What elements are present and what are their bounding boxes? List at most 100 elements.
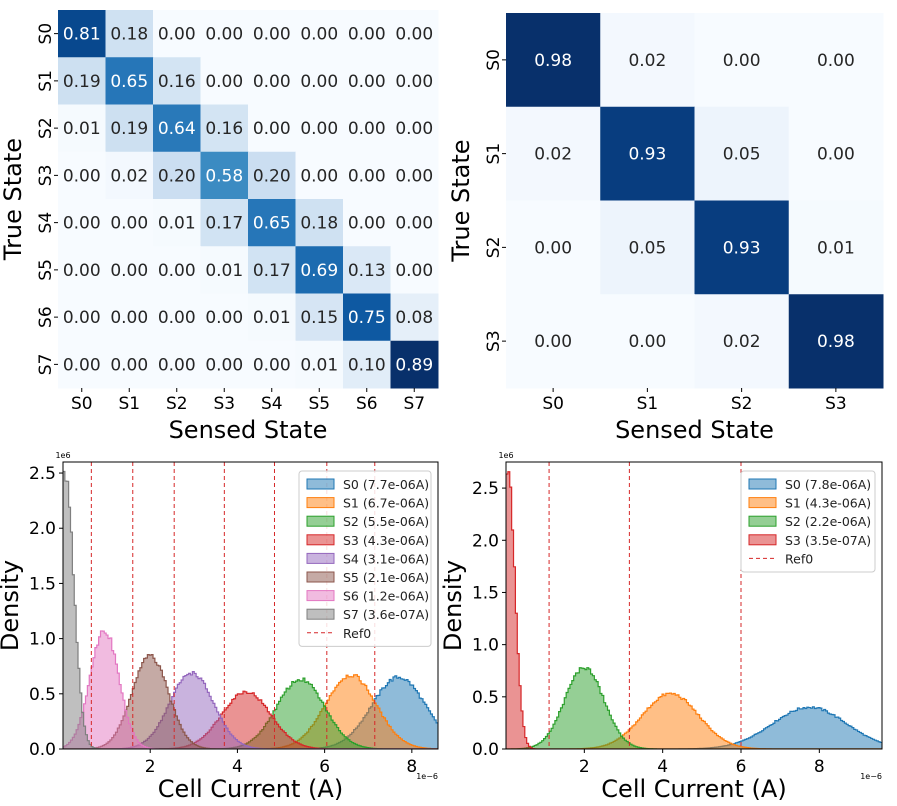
y-axis-label: True State — [0, 138, 27, 261]
legend-label: S5 (2.1e-06A) — [343, 570, 429, 585]
cell-value-label: 0.00 — [158, 308, 196, 328]
heatmap-cell — [58, 10, 106, 58]
cell-value-label: 0.20 — [158, 166, 196, 186]
cell-value-label: 0.18 — [300, 214, 338, 234]
heatmap-chart-1: 0.98 0.02 0.00 0.00 0.02 0.93 0.05 0.00 0.00 0.05… — [447, 13, 884, 444]
y-tick-label: 0.5 — [472, 688, 499, 708]
y-tick-label: S2 — [484, 237, 504, 259]
y-tick-label: 2.5 — [472, 479, 499, 499]
y-tick-label: S3 — [484, 330, 504, 352]
cell-value-label: 0.02 — [628, 51, 666, 71]
cell-value-label: 0.00 — [395, 119, 433, 139]
legend-swatch — [748, 497, 777, 509]
legend-swatch — [306, 590, 335, 602]
histogram-series-fill — [506, 693, 882, 749]
heatmap-cell — [295, 10, 344, 58]
cell-value-label: 0.02 — [534, 145, 572, 165]
cell-value-label: 0.00 — [253, 72, 291, 92]
cell-value-label: 0.17 — [253, 261, 291, 281]
y-offset-label: 1e6 — [498, 451, 513, 460]
heatmap-cell — [390, 246, 439, 294]
heatmap-cell — [343, 199, 391, 247]
cell-value-label: 0.00 — [300, 72, 338, 92]
y-tick-label: S5 — [36, 259, 56, 281]
x-tick-label: S2 — [166, 394, 188, 414]
heatmap-cell — [153, 340, 201, 389]
heatmap-cell — [343, 57, 391, 105]
cell-value-label: 0.20 — [253, 166, 291, 186]
cell-value-label: 0.00 — [817, 145, 855, 165]
cell-value-label: 0.98 — [817, 332, 855, 352]
heatmap-cell — [153, 293, 201, 342]
heatmap-cell — [788, 106, 884, 201]
cell-value-label: 0.98 — [534, 51, 572, 71]
heatmap-cell — [788, 294, 884, 389]
heatmap-cell — [506, 200, 601, 295]
y-tick-label: 0.5 — [29, 685, 56, 705]
histogram-series-fill — [63, 630, 438, 749]
heatmap-cell — [295, 104, 344, 153]
heatmap-cell — [248, 10, 296, 58]
histogram-chart-2: 2 4 6 8 0.0 0.5 1.0 1.5 2.0 2.5 1e−6 1e6 Cell Curren… — [0, 451, 439, 803]
y-tick-label: 2.0 — [472, 531, 499, 551]
heatmap-cell — [200, 57, 249, 105]
cell-value-label: 0.00 — [110, 214, 148, 234]
cell-value-label: 0.00 — [534, 332, 572, 352]
cell-value-label: 0.00 — [628, 332, 666, 352]
y-offset-label: 1e6 — [55, 451, 70, 460]
cell-value-label: 0.00 — [395, 261, 433, 281]
heatmap-cell — [600, 200, 695, 295]
x-tick-label: S3 — [213, 394, 235, 414]
y-tick-label: 1.0 — [472, 636, 499, 656]
heatmap-cell — [105, 10, 154, 58]
cell-value-label: 0.00 — [110, 308, 148, 328]
x-axis-label: Sensed State — [615, 416, 774, 444]
heatmap-cell — [153, 246, 201, 294]
cell-value-label: 0.00 — [63, 355, 101, 375]
cell-value-label: 0.69 — [300, 261, 338, 281]
y-tick-label: S4 — [36, 212, 56, 234]
heatmap-cell — [58, 151, 106, 200]
cell-value-label: 0.01 — [817, 238, 855, 258]
heatmap-cell — [343, 10, 391, 58]
cell-value-label: 0.00 — [348, 72, 386, 92]
y-tick-label: S7 — [36, 354, 56, 376]
y-axis-label: Density — [0, 560, 24, 651]
cell-value-label: 0.16 — [158, 72, 196, 92]
y-tick-label: S2 — [36, 117, 56, 139]
x-tick-label: S1 — [637, 394, 659, 414]
cell-value-label: 0.00 — [253, 25, 291, 45]
x-tick-label: S1 — [118, 394, 140, 414]
cell-value-label: 0.89 — [395, 355, 433, 375]
heatmap-cell — [105, 246, 154, 294]
heatmap-cell — [295, 57, 344, 105]
cell-value-label: 0.00 — [205, 355, 243, 375]
heatmap-cell — [295, 199, 344, 247]
cell-value-label: 0.19 — [63, 72, 101, 92]
heatmap-cell — [105, 340, 154, 389]
x-tick-label: S0 — [542, 394, 564, 414]
legend: S0 (7.7e-06A) S1 (6.7e-06A) S2 (5.5e-06A) S… — [298, 470, 432, 647]
y-tick-label: S3 — [36, 165, 56, 187]
legend-swatch — [306, 534, 335, 546]
cell-value-label: 0.00 — [395, 214, 433, 234]
legend-swatch — [306, 478, 335, 490]
legend-label: S1 (4.3e-06A) — [785, 496, 871, 511]
y-tick-label: 2.0 — [29, 519, 56, 539]
cell-value-label: 0.02 — [110, 166, 148, 186]
heatmap-cell — [506, 13, 601, 108]
heatmap-chart-0: 0.81 0.18 0.00 0.00 0.00 0.00 0.00 0.00 0.19 0.65… — [0, 10, 439, 444]
legend-frame — [740, 470, 876, 573]
cell-value-label: 0.05 — [628, 238, 666, 258]
cell-value-label: 0.10 — [348, 355, 386, 375]
heatmap-cell — [200, 151, 249, 200]
x-tick-label: 4 — [657, 757, 668, 777]
x-tick-label: S5 — [308, 394, 330, 414]
x-tick-label: 8 — [814, 757, 825, 777]
heatmap-cell — [600, 294, 695, 389]
heatmap-cell — [105, 151, 154, 200]
cell-value-label: 0.00 — [158, 261, 196, 281]
heatmap-cell — [506, 106, 601, 201]
legend-label: S7 (3.6e-07A) — [343, 607, 429, 622]
y-axis-label: Density — [439, 560, 467, 651]
